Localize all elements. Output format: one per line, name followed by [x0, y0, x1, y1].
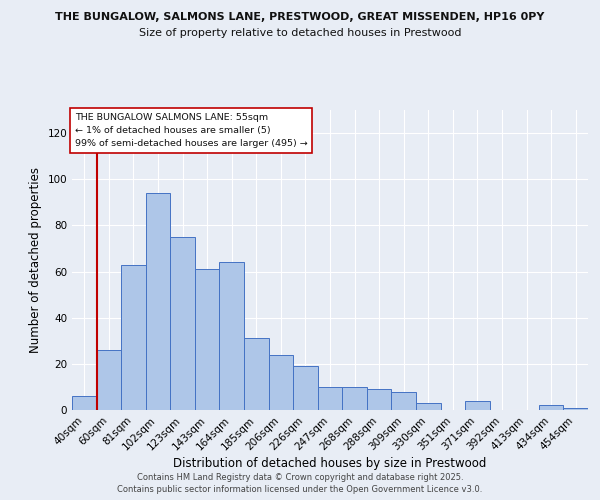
Text: THE BUNGALOW SALMONS LANE: 55sqm
← 1% of detached houses are smaller (5)
99% of : THE BUNGALOW SALMONS LANE: 55sqm ← 1% of… [74, 113, 307, 148]
Bar [195, 269, 220, 410]
Bar [97, 350, 121, 410]
Bar [72, 396, 97, 410]
Bar [293, 366, 318, 410]
Bar [391, 392, 416, 410]
Bar [269, 354, 293, 410]
Bar [121, 264, 146, 410]
Text: Size of property relative to detached houses in Prestwood: Size of property relative to detached ho… [139, 28, 461, 38]
Bar [318, 387, 342, 410]
Bar [367, 389, 391, 410]
Bar [416, 403, 440, 410]
Text: Contains HM Land Registry data © Crown copyright and database right 2025.: Contains HM Land Registry data © Crown c… [137, 472, 463, 482]
Y-axis label: Number of detached properties: Number of detached properties [29, 167, 42, 353]
Bar [342, 387, 367, 410]
Bar [539, 406, 563, 410]
Bar [220, 262, 244, 410]
X-axis label: Distribution of detached houses by size in Prestwood: Distribution of detached houses by size … [173, 458, 487, 470]
Bar [465, 401, 490, 410]
Bar [170, 237, 195, 410]
Bar [563, 408, 588, 410]
Text: Contains public sector information licensed under the Open Government Licence v3: Contains public sector information licen… [118, 485, 482, 494]
Text: THE BUNGALOW, SALMONS LANE, PRESTWOOD, GREAT MISSENDEN, HP16 0PY: THE BUNGALOW, SALMONS LANE, PRESTWOOD, G… [55, 12, 545, 22]
Bar [244, 338, 269, 410]
Bar [146, 193, 170, 410]
